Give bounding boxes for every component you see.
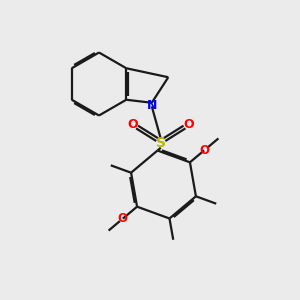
Text: O: O (199, 144, 209, 157)
Text: N: N (147, 99, 157, 112)
Text: O: O (118, 212, 128, 225)
Text: O: O (128, 118, 138, 131)
Text: S: S (156, 136, 166, 150)
Text: O: O (183, 118, 194, 131)
